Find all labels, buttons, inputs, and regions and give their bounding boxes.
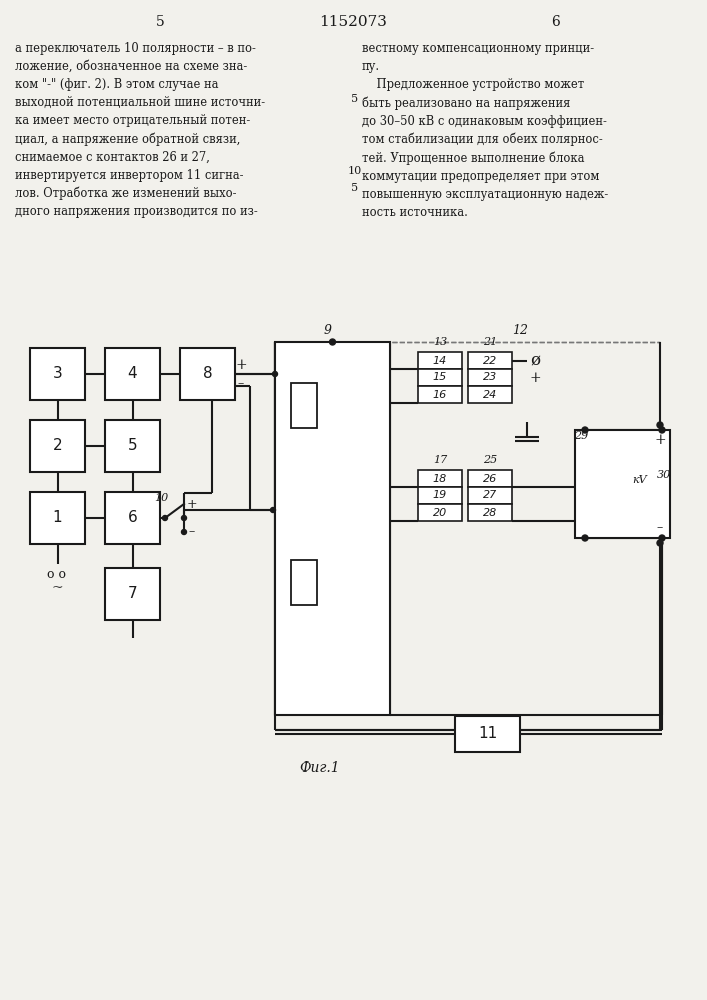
Bar (418, 369, 462, 386)
Circle shape (182, 530, 187, 534)
Bar (584, 444, 606, 512)
Text: +: + (187, 497, 197, 510)
Text: 25: 25 (483, 455, 497, 465)
Text: 10: 10 (154, 493, 168, 503)
Bar (291, 560, 317, 605)
Text: 9: 9 (324, 324, 332, 336)
Text: +: + (235, 358, 247, 372)
Text: 29: 29 (574, 431, 588, 441)
Text: 18: 18 (433, 474, 447, 484)
Text: 30: 30 (657, 470, 671, 480)
Bar (275, 342, 390, 715)
Text: 17: 17 (433, 455, 447, 465)
Text: 5: 5 (351, 94, 358, 104)
Text: 16: 16 (433, 389, 447, 399)
Text: 3: 3 (52, 366, 62, 381)
Text: 20: 20 (433, 508, 447, 518)
Circle shape (163, 516, 168, 520)
Text: –: – (238, 377, 244, 390)
Text: 19: 19 (433, 490, 447, 500)
Text: +: + (529, 370, 541, 384)
Circle shape (620, 460, 660, 500)
Text: 1: 1 (53, 510, 62, 526)
Text: 28: 28 (483, 508, 497, 518)
Text: 22: 22 (483, 356, 497, 365)
Text: 12: 12 (512, 324, 528, 336)
Text: +: + (654, 433, 666, 447)
Text: 6: 6 (128, 510, 137, 526)
Text: а переключатель 10 полярности – в по-
ложение, обозначенное на схеме зна-
ком "-: а переключатель 10 полярности – в по- ло… (15, 42, 265, 219)
Bar (30, 420, 85, 472)
Text: 1152073: 1152073 (319, 15, 387, 29)
Bar (30, 492, 85, 544)
Circle shape (272, 371, 278, 376)
Bar (418, 487, 462, 504)
Bar (105, 492, 160, 544)
Bar (455, 716, 520, 752)
Bar (468, 386, 512, 403)
Text: 21: 21 (483, 337, 497, 347)
Text: –: – (657, 522, 663, 534)
Text: 5: 5 (351, 183, 358, 193)
Circle shape (657, 422, 663, 428)
Text: 13: 13 (433, 337, 447, 347)
Bar (418, 386, 462, 403)
Text: вестному компенсационному принци-
пу.
    Предложенное устройство может
быть реа: вестному компенсационному принци- пу. Пр… (362, 42, 608, 219)
Text: ø: ø (530, 352, 540, 369)
Text: 4: 4 (128, 366, 137, 381)
Bar (468, 470, 512, 487)
Text: 27: 27 (483, 490, 497, 500)
Text: 5: 5 (156, 15, 164, 29)
Text: –: – (189, 526, 195, 538)
Text: 2: 2 (53, 438, 62, 454)
Bar (418, 504, 462, 521)
Circle shape (659, 535, 665, 541)
Circle shape (657, 540, 663, 546)
Text: кV: кV (633, 475, 648, 485)
Bar (291, 383, 317, 428)
Bar (468, 504, 512, 521)
Circle shape (659, 427, 665, 433)
Text: 5: 5 (128, 438, 137, 454)
Text: 7: 7 (128, 586, 137, 601)
Bar (105, 420, 160, 472)
Circle shape (182, 516, 187, 520)
Bar (468, 352, 512, 369)
Text: 6: 6 (551, 15, 559, 29)
Bar (180, 348, 235, 400)
Bar (418, 470, 462, 487)
Text: 23: 23 (483, 372, 497, 382)
Bar (105, 348, 160, 400)
Bar (468, 487, 512, 504)
Bar (30, 348, 85, 400)
Text: ο ο: ο ο (47, 568, 66, 580)
Text: 11: 11 (478, 726, 497, 742)
Text: ~: ~ (52, 581, 64, 595)
Circle shape (582, 535, 588, 541)
Circle shape (271, 508, 276, 512)
Circle shape (329, 339, 336, 345)
Circle shape (582, 427, 588, 433)
Bar (418, 352, 462, 369)
Text: 8: 8 (203, 366, 212, 381)
Text: 15: 15 (433, 372, 447, 382)
Bar (575, 430, 670, 538)
Text: Фиг.1: Фиг.1 (300, 761, 340, 775)
Bar (468, 369, 512, 386)
Text: 26: 26 (483, 474, 497, 484)
Text: 10: 10 (348, 166, 362, 176)
Text: 24: 24 (483, 389, 497, 399)
Text: 14: 14 (433, 356, 447, 365)
Bar (105, 568, 160, 620)
